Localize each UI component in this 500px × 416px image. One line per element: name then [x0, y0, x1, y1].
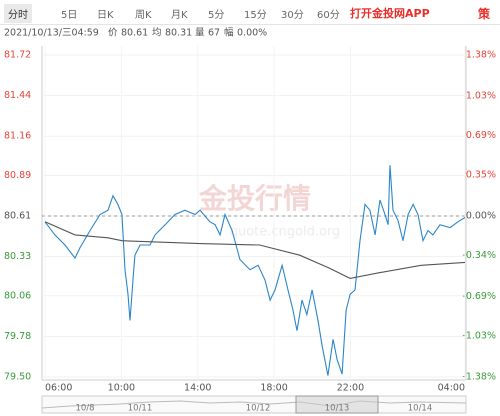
- y-tick-label: 81.16: [4, 131, 31, 142]
- y-tick-label: 81.44: [4, 90, 31, 101]
- y-tick-label: 80.61: [4, 211, 31, 222]
- y2-tick-label: -1.03%: [462, 331, 496, 342]
- watermark-url: quote.cngold.org: [230, 225, 341, 240]
- y-tick-label: 80.89: [4, 170, 31, 181]
- tab[interactable]: 5日: [61, 10, 78, 21]
- tab[interactable]: 5分: [208, 10, 225, 21]
- info-line: 2021/10/13/三04:59 价 80.61 均 80.31 量 67 幅…: [4, 27, 267, 39]
- y2-tick-label: -1.38%: [462, 372, 496, 383]
- tab[interactable]: 30分: [281, 10, 304, 21]
- tab[interactable]: 周K: [135, 10, 152, 21]
- tab-bar: 分时 5日 日K 周K 月K 5分 15分 30分 60分 打开金投网APP 策: [0, 0, 500, 25]
- tab[interactable]: 60分: [317, 10, 340, 21]
- navigator-date: 10/8: [75, 404, 94, 414]
- price-line: [44, 165, 466, 376]
- y2-tick-label: -0.69%: [462, 291, 496, 302]
- y2-tick-label: 0.69%: [466, 130, 496, 141]
- navigator-date: 10/14: [408, 404, 433, 414]
- info-value: 80.61: [121, 28, 148, 39]
- x-tick-label: 18:00: [260, 383, 287, 394]
- tab[interactable]: 15分: [244, 10, 267, 21]
- price-line: [44, 221, 466, 279]
- y-tick-label: 80.33: [4, 251, 31, 262]
- info-datetime: 2021/10/13/三04:59: [4, 28, 99, 39]
- y-tick-label: 79.50: [4, 372, 31, 383]
- navigator-date: 10/12: [246, 404, 271, 414]
- x-tick-label: 14:00: [184, 383, 211, 394]
- x-tick-label: 04:00: [438, 383, 465, 394]
- navigator-date: 10/13: [325, 404, 350, 414]
- info-value: 0.00%: [237, 28, 267, 39]
- tab[interactable]: 日K: [97, 10, 114, 21]
- y2-tick-label: 1.38%: [466, 50, 496, 61]
- info-label: 均: [152, 27, 162, 39]
- y2-tick-label: 1.03%: [466, 90, 496, 101]
- info-label: 幅: [224, 27, 234, 39]
- side-button[interactable]: 策: [478, 7, 491, 21]
- app-button[interactable]: 打开金投网APP: [350, 7, 430, 20]
- info-value: 67: [208, 28, 220, 39]
- y-tick-label: 79.78: [4, 331, 31, 342]
- y-tick-label: 80.06: [4, 290, 31, 301]
- navigator-line: [41, 400, 467, 409]
- info-label: 价: [108, 28, 118, 39]
- navigator: [41, 395, 467, 414]
- navigator-window[interactable]: [295, 395, 379, 414]
- x-tick-label: 06:00: [45, 383, 72, 394]
- x-tick-label: 10:00: [108, 383, 135, 394]
- navigator-date: 10/11: [128, 404, 153, 414]
- y2-tick-label: -0.34%: [462, 250, 496, 261]
- info-label: 量: [195, 28, 205, 39]
- y-tick-label: 81.72: [4, 50, 31, 61]
- info-value: 80.31: [165, 28, 192, 39]
- y2-tick-label: 0.35%: [466, 170, 496, 181]
- watermark: 金投行情: [198, 182, 311, 215]
- x-tick-label: 22:00: [337, 383, 364, 394]
- tab[interactable]: 月K: [171, 10, 188, 21]
- y2-tick-label: 0.00%: [466, 211, 496, 222]
- tab[interactable]: 分时: [4, 4, 32, 23]
